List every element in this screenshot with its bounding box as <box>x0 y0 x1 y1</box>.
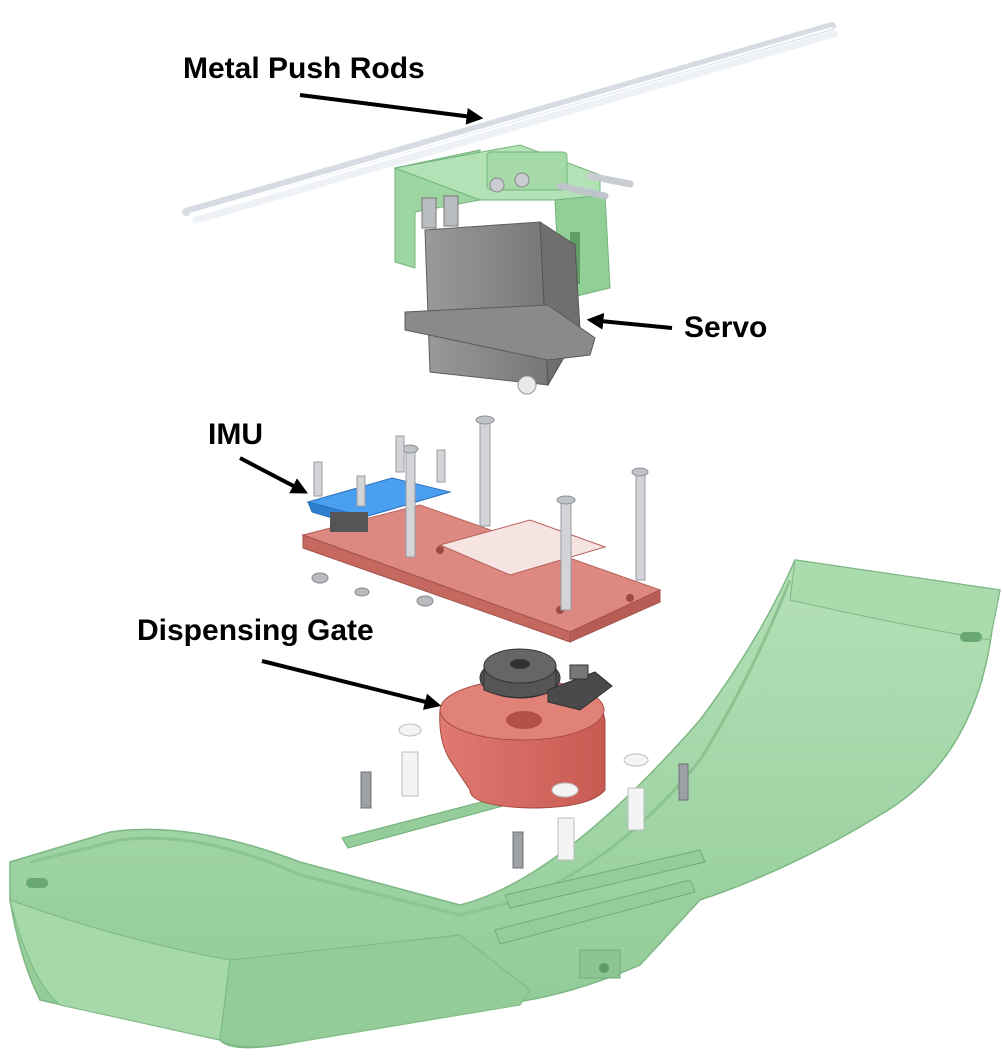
servo-body <box>424 221 549 386</box>
push-rod-1 <box>182 22 836 216</box>
base-tray-front-face <box>9 899 231 1041</box>
arrow-gate <box>261 659 442 710</box>
plate-screws <box>311 415 649 611</box>
spacer-2 <box>551 782 579 798</box>
bracket-screw-2 <box>586 172 634 188</box>
nut-2 <box>354 587 370 597</box>
arrow-servo <box>586 312 673 330</box>
servo-output-shaft <box>517 375 537 395</box>
base-rail-right-upper <box>504 849 706 909</box>
servo-mounting-flange <box>404 304 596 361</box>
gate-latch-nut <box>569 664 589 680</box>
screw-2 <box>405 446 416 558</box>
standoff-2 <box>557 817 575 861</box>
base-tray-end-face <box>789 559 1001 641</box>
mount-plate-right <box>569 589 661 643</box>
nut-3 <box>416 595 434 607</box>
bracket-screw-head-1 <box>421 197 437 229</box>
label-metal-push-rods: Metal Push Rods <box>183 52 425 85</box>
base-tray-slot-right <box>960 632 982 642</box>
screw-4-head <box>631 467 649 477</box>
clamp-bolt-1 <box>489 177 505 193</box>
imu-screw-1 <box>313 461 323 497</box>
servo-motor <box>404 221 596 395</box>
bracket-screw <box>556 182 609 200</box>
arrow-imu <box>239 456 308 494</box>
base-rail-right-lower <box>494 879 696 945</box>
base-standoffs <box>360 723 689 869</box>
plate-hole-3 <box>626 594 634 602</box>
bracket-clamp <box>486 151 568 191</box>
base-tray-mount-hole <box>599 963 609 973</box>
base-screw-2 <box>678 763 689 801</box>
clamp-bolt-2 <box>514 172 530 188</box>
push-rod-highlight <box>189 27 833 215</box>
dispensing-gate <box>439 648 613 809</box>
label-dispensing-gate: Dispensing Gate <box>137 614 374 647</box>
base-tray <box>9 559 1001 1049</box>
base-screw-1 <box>360 771 372 809</box>
screw-1 <box>479 417 491 527</box>
plate-hole-1 <box>436 546 444 554</box>
base-tray-slot-left <box>26 878 48 888</box>
base-tray-bottom-face <box>219 934 531 1048</box>
spacer-1 <box>398 723 422 737</box>
imu-screw-3 <box>395 435 405 473</box>
metal-push-rods <box>182 22 838 224</box>
gate-bore <box>506 711 542 729</box>
imu-mount-block <box>330 512 368 532</box>
label-servo: Servo <box>684 311 768 344</box>
label-imu: IMU <box>208 418 263 451</box>
base-tray-body <box>9 559 1001 1049</box>
imu-screw-4 <box>436 449 446 483</box>
standoff-3 <box>627 787 645 831</box>
bracket-screw-head-2 <box>443 195 459 227</box>
screw-1-head <box>475 415 495 425</box>
screw-3-head <box>556 495 576 505</box>
servo-horn-hole <box>510 659 530 669</box>
screw-3 <box>560 497 572 611</box>
servo-bracket <box>393 144 634 301</box>
base-screw-3 <box>512 831 524 869</box>
screw-4 <box>635 469 646 581</box>
spacer-3 <box>623 753 649 767</box>
standoff-1 <box>401 751 419 797</box>
base-tray-mount-tab <box>579 949 621 979</box>
arrow-push-rods <box>299 93 484 125</box>
imu-screw-2 <box>356 475 366 507</box>
push-rod-2 <box>192 30 838 224</box>
callout-arrows <box>239 93 673 710</box>
nut-1 <box>311 572 329 584</box>
base-tray-inner-wall <box>29 579 792 917</box>
